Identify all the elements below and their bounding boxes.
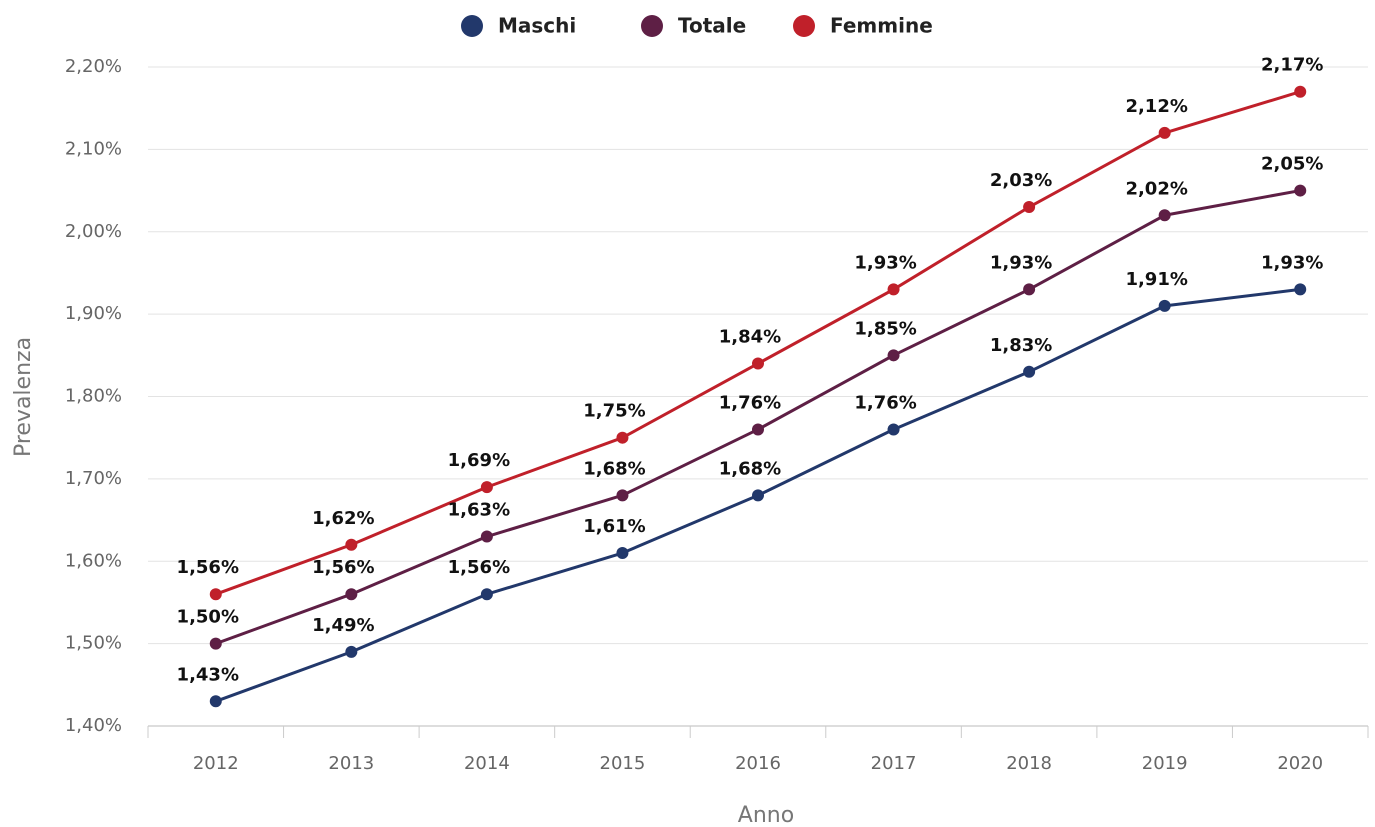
x-tick-label: 2020 xyxy=(1277,753,1323,774)
data-label: 1,84% xyxy=(719,327,781,348)
data-point xyxy=(480,481,493,494)
data-point xyxy=(616,489,629,502)
data-label: 1,93% xyxy=(854,252,916,273)
data-point xyxy=(1294,283,1307,296)
data-label: 1,43% xyxy=(177,664,239,685)
data-label: 1,56% xyxy=(448,557,510,578)
data-label: 1,75% xyxy=(583,401,645,422)
data-point xyxy=(1158,299,1171,312)
data-point xyxy=(887,283,900,296)
data-point xyxy=(345,588,358,601)
data-label: 2,05% xyxy=(1261,154,1323,175)
data-point xyxy=(480,588,493,601)
data-point xyxy=(1158,209,1171,222)
data-point xyxy=(1294,85,1307,98)
data-label: 1,49% xyxy=(312,615,374,636)
legend-marker xyxy=(461,15,483,37)
data-label: 1,68% xyxy=(583,458,645,479)
data-label: 1,56% xyxy=(177,557,239,578)
data-label: 1,56% xyxy=(312,557,374,578)
data-label: 1,50% xyxy=(177,607,239,628)
data-point xyxy=(1294,184,1307,197)
y-tick-label: 2,20% xyxy=(65,56,122,77)
x-tick-label: 2019 xyxy=(1142,753,1188,774)
y-tick-label: 1,90% xyxy=(65,303,122,324)
y-tick-label: 1,70% xyxy=(65,468,122,489)
x-tick-label: 2016 xyxy=(735,753,781,774)
x-tick-label: 2014 xyxy=(464,753,510,774)
data-label: 1,68% xyxy=(719,458,781,479)
x-tick-label: 2012 xyxy=(193,753,239,774)
y-tick-label: 1,80% xyxy=(65,386,122,407)
data-label: 1,83% xyxy=(990,335,1052,356)
y-tick-label: 1,40% xyxy=(65,715,122,736)
legend-label: Maschi xyxy=(498,14,576,38)
data-point xyxy=(887,423,900,436)
legend-marker xyxy=(641,15,663,37)
data-point xyxy=(1023,283,1036,296)
legend-label: Femmine xyxy=(830,14,933,38)
data-label: 1,91% xyxy=(1125,269,1187,290)
y-tick-label: 2,10% xyxy=(65,138,122,159)
data-point xyxy=(209,695,222,708)
legend-marker xyxy=(793,15,815,37)
data-label: 1,93% xyxy=(1261,252,1323,273)
data-point xyxy=(209,588,222,601)
x-tick-label: 2015 xyxy=(600,753,646,774)
data-point xyxy=(1023,365,1036,378)
data-point xyxy=(616,547,629,560)
data-label: 2,03% xyxy=(990,170,1052,191)
data-point xyxy=(752,489,764,502)
data-point xyxy=(209,637,222,650)
y-axis-title: Prevalenza xyxy=(11,337,36,457)
data-point xyxy=(752,357,764,370)
data-label: 1,85% xyxy=(854,318,916,339)
x-axis-title: Anno xyxy=(738,803,794,827)
data-point xyxy=(480,530,493,543)
data-label: 1,63% xyxy=(448,500,510,521)
x-tick-label: 2013 xyxy=(328,753,374,774)
data-point xyxy=(1158,126,1171,139)
x-tick-label: 2017 xyxy=(871,753,917,774)
data-label: 2,17% xyxy=(1261,55,1323,76)
data-label: 1,69% xyxy=(448,450,510,471)
data-label: 2,02% xyxy=(1125,178,1187,199)
data-label: 2,12% xyxy=(1125,96,1187,117)
data-label: 1,62% xyxy=(312,508,374,529)
data-label: 1,76% xyxy=(719,392,781,413)
data-point xyxy=(345,538,358,551)
y-tick-label: 1,50% xyxy=(65,633,122,654)
legend-label: Totale xyxy=(678,14,746,38)
data-point xyxy=(752,423,764,436)
data-label: 1,93% xyxy=(990,252,1052,273)
series-line xyxy=(215,189,1301,646)
data-point xyxy=(616,431,629,444)
data-point xyxy=(1023,201,1036,214)
x-tick-label: 2018 xyxy=(1006,753,1052,774)
data-point xyxy=(345,645,358,658)
y-tick-label: 1,60% xyxy=(65,550,122,571)
data-point xyxy=(887,349,900,362)
data-label: 1,61% xyxy=(583,516,645,537)
y-tick-label: 2,00% xyxy=(65,221,122,242)
data-label: 1,76% xyxy=(854,392,916,413)
